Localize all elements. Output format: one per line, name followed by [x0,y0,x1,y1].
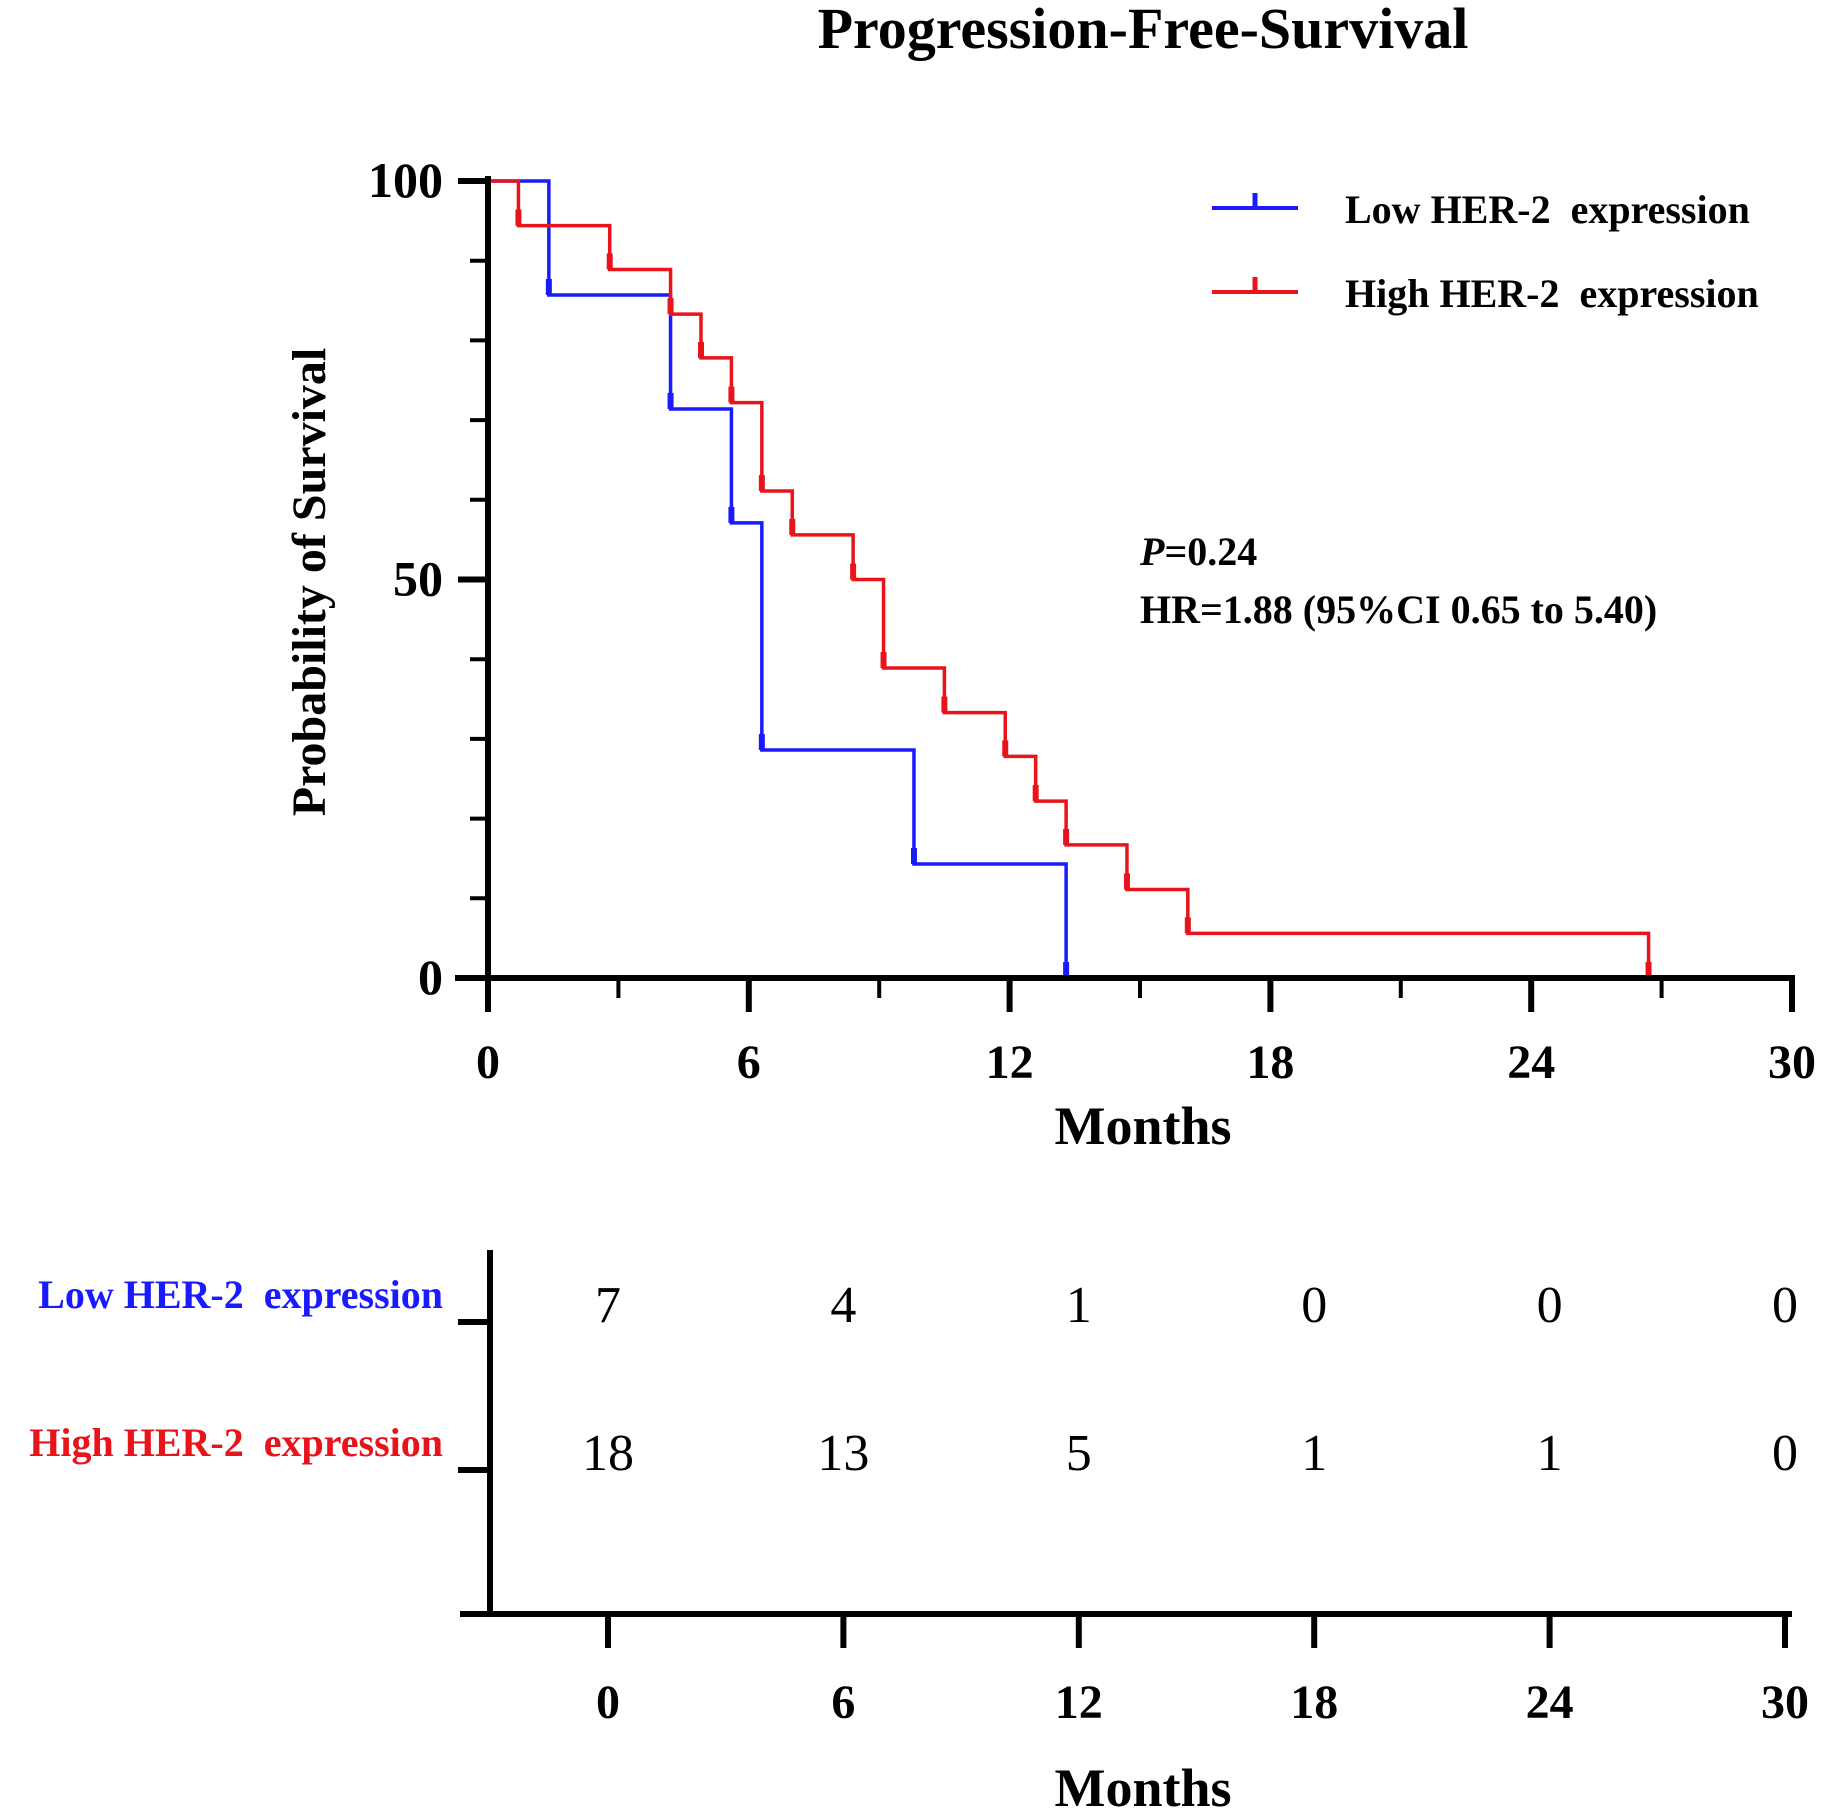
km-curves [488,179,1652,978]
x-tick-label: 0 [476,1036,500,1089]
risk-cell: 7 [595,1277,621,1334]
km-plot-area: 0 50 100 0 6 12 18 24 30 [368,152,1816,1089]
risk-x-tick-label: 24 [1526,1676,1574,1729]
p-value: =0.24 [1164,529,1257,574]
risk-cell: 1 [1301,1425,1327,1482]
x-tick-label: 12 [986,1036,1034,1089]
risk-table-x-ticks: 0 6 12 18 24 30 [596,1614,1809,1729]
risk-cell: 1 [1066,1277,1092,1334]
risk-cell: 1 [1537,1425,1563,1482]
x-tick-label: 6 [737,1036,761,1089]
p-value-annotation: P=0.24 [1139,529,1257,574]
chart-title: Progression-Free-Survival [818,0,1469,61]
x-tick-label: 18 [1246,1036,1294,1089]
risk-row-label: Low HER-2 expression [38,1272,443,1317]
km-curve-low [488,179,1068,978]
y-ticks: 0 50 100 [368,152,488,1005]
risk-row-label: High HER-2 expression [29,1420,443,1465]
legend-label-low: Low HER-2 expression [1345,187,1750,232]
risk-cell: 18 [582,1425,634,1482]
risk-cell: 0 [1537,1277,1563,1334]
risk-table-x-axis-label: Months [1054,1758,1231,1814]
y-tick-label: 100 [368,152,443,208]
risk-table-rows: Low HER-2 expression 7 4 1 0 0 0 High HER-2 exp… [29,1272,1798,1482]
y-axis-label: Probability of Survival [283,348,336,817]
risk-table: Low HER-2 expression 7 4 1 0 0 0 High HER-2 exp… [29,1250,1809,1729]
x-tick-label: 30 [1768,1036,1816,1089]
risk-x-tick-label: 30 [1761,1676,1809,1729]
y-tick-label: 0 [418,949,443,1005]
y-tick-label: 50 [393,551,443,607]
risk-cell: 0 [1772,1277,1798,1334]
risk-cell: 5 [1066,1425,1092,1482]
legend-label-high: High HER-2 expression [1345,271,1759,316]
risk-x-tick-label: 6 [831,1676,855,1729]
risk-x-tick-label: 0 [596,1676,620,1729]
x-axis-label: Months [1054,1096,1231,1156]
hazard-ratio-annotation: HR=1.88 (95%CI 0.65 to 5.40) [1140,587,1657,632]
risk-x-tick-label: 18 [1290,1676,1338,1729]
x-ticks: 0 6 12 18 24 30 [476,978,1816,1089]
x-tick-label: 24 [1507,1036,1555,1089]
legend-item-low: Low HER-2 expression [1212,187,1750,232]
risk-cell: 4 [830,1277,856,1334]
legend: Low HER-2 expression High HER-2 expressi… [1212,187,1759,316]
risk-cell: 13 [817,1425,869,1482]
risk-cell: 0 [1301,1277,1327,1334]
risk-x-tick-label: 12 [1055,1676,1103,1729]
risk-cell: 0 [1772,1425,1798,1482]
legend-item-high: High HER-2 expression [1212,271,1759,316]
p-value-label: P [1139,529,1165,574]
